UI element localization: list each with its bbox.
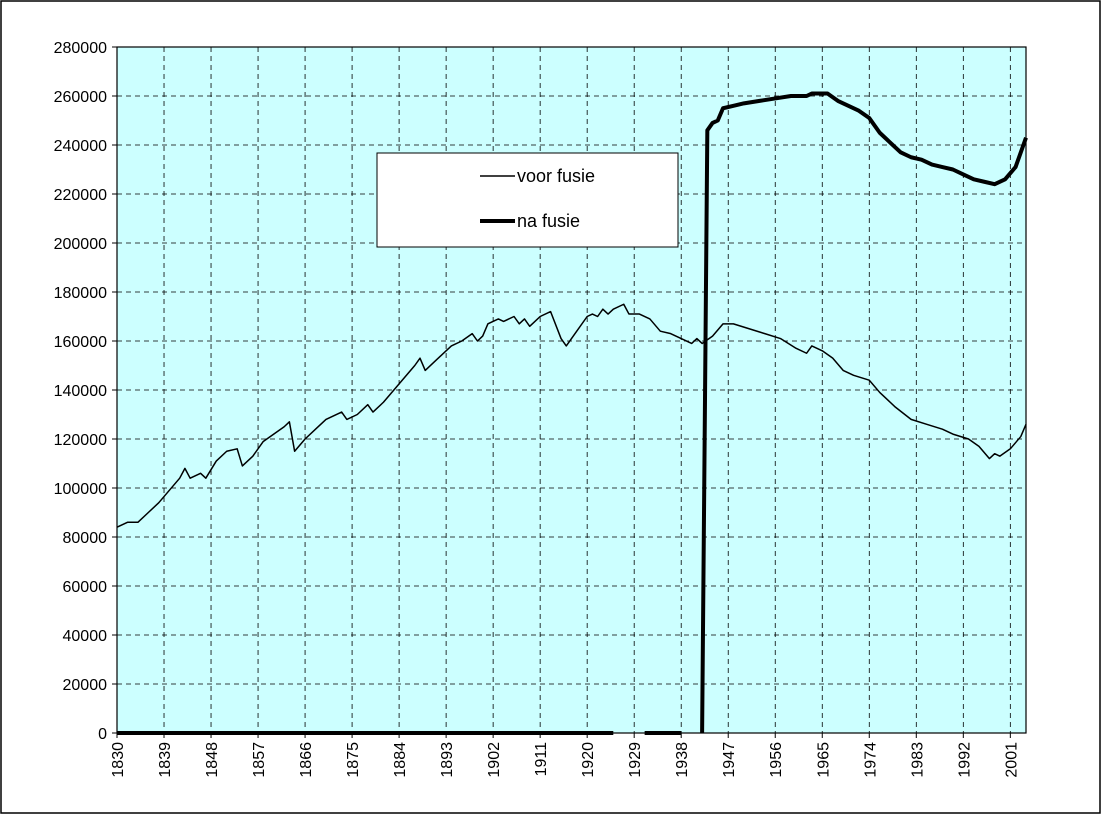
- series-line: [116, 303, 1027, 528]
- y-tick-label: 60000: [63, 579, 108, 596]
- y-tick-label: 220000: [54, 187, 107, 204]
- y-tick-label: 240000: [54, 138, 107, 155]
- x-tick-label: 1830: [110, 742, 127, 778]
- legend-label: voor fusie: [517, 166, 595, 186]
- x-tick-label: 2001: [1003, 742, 1020, 778]
- x-tick-label: 1902: [486, 742, 503, 778]
- series-line: [117, 91, 1028, 735]
- y-tick-label: 140000: [54, 383, 107, 400]
- legend-label: na fusie: [517, 211, 580, 231]
- x-tick-label: 1920: [580, 742, 597, 778]
- y-tick-label: 280000: [54, 40, 107, 57]
- legend: [376, 152, 679, 248]
- x-tick-label: 1848: [204, 742, 221, 778]
- x-tick-label: 1947: [721, 742, 738, 778]
- y-tick-label: 80000: [63, 530, 108, 547]
- x-tick-label: 1911: [533, 742, 550, 777]
- x-tick-label: 1893: [439, 742, 456, 778]
- x-tick-label: 1965: [815, 742, 832, 778]
- x-tick-label: 1974: [862, 742, 879, 778]
- x-tick-label: 1875: [345, 742, 362, 778]
- y-tick-label: 120000: [54, 432, 107, 449]
- y-tick-label: 40000: [63, 628, 108, 645]
- x-tick-label: 1956: [768, 742, 785, 778]
- y-tick-label: 180000: [54, 285, 107, 302]
- x-tick-label: 1839: [157, 742, 174, 778]
- y-tick-label: 260000: [54, 89, 107, 106]
- y-tick-label: 200000: [54, 236, 107, 253]
- x-tick-label: 1929: [627, 742, 644, 778]
- x-tick-label: 1857: [251, 742, 268, 778]
- x-tick-label: 1992: [956, 742, 973, 778]
- y-tick-label: 0: [98, 726, 107, 743]
- y-tick-label: 20000: [63, 677, 108, 694]
- y-tick-label: 160000: [54, 334, 107, 351]
- x-tick-label: 1866: [298, 742, 315, 778]
- x-tick-label: 1884: [392, 742, 409, 778]
- x-tick-label: 1938: [674, 742, 691, 778]
- y-tick-label: 100000: [54, 481, 107, 498]
- x-tick-label: 1983: [909, 742, 926, 778]
